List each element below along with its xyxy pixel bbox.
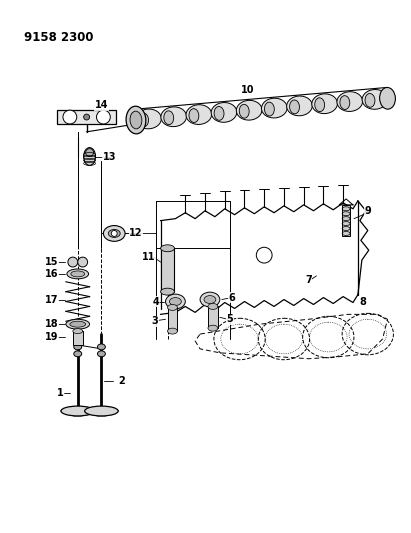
- Text: 19: 19: [45, 332, 59, 342]
- Text: 5: 5: [226, 314, 233, 324]
- Ellipse shape: [126, 106, 146, 134]
- Text: 18: 18: [45, 319, 59, 329]
- Bar: [73, 331, 83, 345]
- Text: 16: 16: [45, 269, 59, 279]
- Ellipse shape: [97, 344, 105, 350]
- Ellipse shape: [204, 296, 216, 303]
- Ellipse shape: [200, 292, 220, 307]
- Ellipse shape: [67, 269, 89, 279]
- Ellipse shape: [186, 104, 212, 125]
- Ellipse shape: [166, 294, 185, 309]
- Ellipse shape: [85, 406, 118, 416]
- Ellipse shape: [239, 104, 249, 118]
- Ellipse shape: [136, 109, 162, 129]
- Ellipse shape: [84, 148, 95, 165]
- Text: 6: 6: [228, 293, 235, 303]
- Ellipse shape: [130, 111, 142, 129]
- Text: 9158 2300: 9158 2300: [25, 31, 94, 44]
- Text: 17: 17: [45, 295, 59, 304]
- Ellipse shape: [211, 102, 237, 122]
- Ellipse shape: [74, 351, 82, 357]
- Ellipse shape: [189, 109, 199, 123]
- Text: 4: 4: [152, 296, 159, 306]
- Circle shape: [111, 230, 117, 237]
- Circle shape: [97, 110, 110, 124]
- Text: 14: 14: [95, 100, 108, 110]
- Ellipse shape: [286, 96, 312, 116]
- Ellipse shape: [161, 245, 174, 252]
- Ellipse shape: [61, 406, 95, 416]
- Ellipse shape: [236, 100, 262, 120]
- Circle shape: [78, 257, 88, 267]
- Text: 10: 10: [241, 85, 254, 95]
- Ellipse shape: [261, 98, 287, 118]
- Ellipse shape: [168, 304, 178, 310]
- Ellipse shape: [337, 92, 363, 111]
- Ellipse shape: [312, 94, 337, 114]
- Ellipse shape: [164, 111, 174, 125]
- Circle shape: [84, 114, 90, 120]
- Circle shape: [63, 110, 77, 124]
- Text: 3: 3: [151, 316, 158, 326]
- Ellipse shape: [85, 149, 94, 157]
- Text: 11: 11: [142, 252, 155, 262]
- Ellipse shape: [340, 95, 350, 109]
- Ellipse shape: [70, 321, 85, 327]
- Text: 15: 15: [45, 257, 59, 267]
- Text: 8: 8: [359, 296, 366, 306]
- Circle shape: [68, 257, 78, 267]
- Ellipse shape: [73, 329, 83, 334]
- Polygon shape: [57, 110, 116, 124]
- Text: 7: 7: [305, 275, 312, 285]
- Ellipse shape: [66, 319, 90, 329]
- Text: 2: 2: [118, 376, 125, 386]
- Ellipse shape: [161, 107, 187, 127]
- Ellipse shape: [264, 102, 274, 116]
- Ellipse shape: [214, 107, 224, 120]
- Ellipse shape: [169, 297, 181, 305]
- Ellipse shape: [161, 288, 174, 295]
- Bar: [208, 306, 218, 328]
- Ellipse shape: [109, 230, 120, 237]
- Bar: [342, 205, 350, 237]
- Text: 13: 13: [103, 151, 116, 161]
- Text: 9: 9: [365, 206, 371, 216]
- Ellipse shape: [365, 93, 375, 107]
- Ellipse shape: [362, 90, 388, 109]
- Ellipse shape: [208, 325, 218, 331]
- Ellipse shape: [74, 344, 82, 350]
- Text: 12: 12: [129, 229, 143, 238]
- Ellipse shape: [290, 100, 300, 114]
- Ellipse shape: [139, 113, 148, 127]
- Ellipse shape: [208, 303, 218, 310]
- Ellipse shape: [380, 87, 395, 109]
- Bar: [161, 248, 174, 292]
- Ellipse shape: [168, 328, 178, 334]
- Ellipse shape: [97, 351, 105, 357]
- Bar: [168, 308, 178, 331]
- Ellipse shape: [71, 271, 85, 277]
- Ellipse shape: [104, 225, 125, 241]
- Ellipse shape: [315, 98, 325, 111]
- Text: 1: 1: [57, 388, 63, 398]
